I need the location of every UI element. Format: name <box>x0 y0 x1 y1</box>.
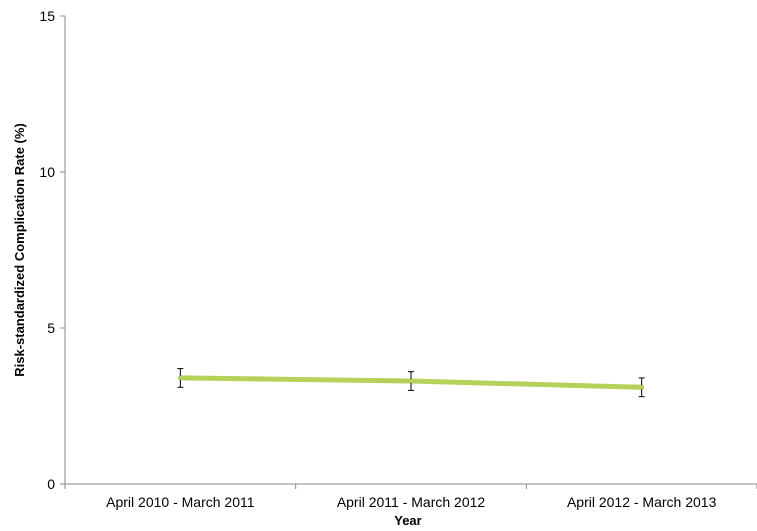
x-tick-label: April 2011 - March 2012 <box>337 494 486 510</box>
x-tick-label: April 2012 - March 2013 <box>567 494 717 510</box>
y-tick-label: 15 <box>39 8 55 24</box>
axes <box>64 16 757 485</box>
x-axis-title: Year <box>394 513 421 528</box>
series <box>177 368 645 398</box>
x-ticks: April 2010 - March 2011 April 2011 - Marc… <box>64 484 757 510</box>
y-tick-label: 10 <box>39 164 55 180</box>
x-tick-label: April 2010 - March 2011 <box>106 494 255 510</box>
y-ticks: 0 5 10 15 <box>39 8 65 492</box>
y-axis-title: Risk-standardized Complication Rate (%) <box>12 123 27 377</box>
data-point <box>639 385 644 390</box>
data-point <box>409 379 413 384</box>
y-tick-label: 5 <box>47 320 55 336</box>
y-tick-label: 0 <box>47 476 55 492</box>
data-point <box>178 375 183 380</box>
